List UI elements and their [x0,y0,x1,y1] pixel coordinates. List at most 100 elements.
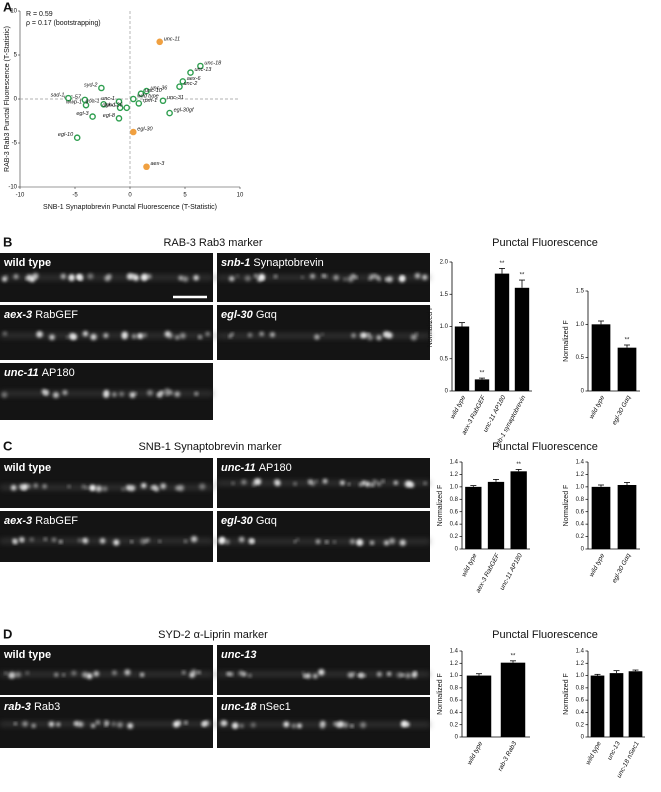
micrograph-label: egl-30 Gαq [221,515,277,527]
punctum [321,332,324,336]
punctum [131,334,137,339]
punctum [31,723,36,728]
punctum [117,722,123,728]
y-tick-label: 0.4 [576,710,585,716]
punctum [386,332,393,339]
punctum [48,721,55,727]
micrograph-bg [217,511,430,562]
punctum [248,673,252,678]
punctum [29,276,36,283]
data-point [129,95,137,103]
data-point [65,94,72,102]
x-tick-label: 10 [237,193,244,199]
y-tick-label: 1.0 [576,322,585,328]
point-label: egl-30gf [174,108,194,114]
significance: ** [625,338,630,344]
data-point [100,100,107,108]
x-tick-label: wild type [588,552,606,578]
punctum [422,274,428,280]
punctum [228,334,232,338]
micrograph: egl-30 Gαq [217,511,430,562]
punctum [140,538,147,545]
punctum [224,539,230,545]
punctum [19,536,25,543]
y-tick-label: 1.2 [450,472,459,478]
punctum [219,537,225,543]
punctum [260,276,265,280]
data-point [98,84,105,92]
punctum [229,276,235,282]
punctum [145,538,150,543]
punctum [119,391,124,397]
micrograph-label: unc-11 AP180 [221,462,292,474]
punctum [239,723,244,728]
punctum [158,540,162,543]
point-label: unc-13 [195,67,213,73]
punctum [82,331,89,337]
x-tick-label: unc-13 [606,740,622,761]
gene-name: unc-11 [221,462,256,474]
punctum [141,482,147,489]
punctum [178,275,184,281]
punctum [361,480,367,485]
micrograph: aex-3 RabGEF [0,511,213,562]
data-point [179,78,187,85]
punctum [179,332,186,339]
punctum [319,723,326,729]
y-tick-label: 0 [581,735,585,741]
y-tick-label: 5 [14,53,18,59]
y-tick-label: 0.6 [576,698,585,704]
y-tick-label: 0.6 [576,509,585,515]
punctum [22,721,28,727]
punctum [129,392,136,398]
punctum [62,673,66,677]
point-label: unc-2 [184,81,198,87]
punctum [333,274,339,281]
punctum [59,540,63,544]
y-tick-label: 1.4 [576,460,585,466]
y-tick-label: 0.8 [576,685,585,691]
gene-description: Gαq [256,309,277,321]
punctum [273,274,278,279]
punctum [372,479,377,484]
punctum [365,481,371,487]
gene-name: snb-1 [221,257,250,269]
y-tick-label: 0.4 [576,522,585,528]
punctum [376,481,382,487]
y-axis-label: Normalized F [437,673,444,715]
y-tick-label: -10 [8,185,17,191]
punctum [335,722,341,728]
punctum [399,539,406,546]
punctum [314,334,320,340]
micrograph-bg [217,305,430,360]
micrograph-label: aex-3 RabGEF [4,515,78,527]
punctum [8,672,15,679]
punctum [52,392,59,398]
y-tick-label: 0 [581,389,585,395]
punctum [52,537,56,542]
punctum [2,276,8,282]
punctum [44,390,49,394]
y-tick-label: 0 [455,547,459,553]
x-axis-label: SNB-1 Synaptobrevin Punctal Fluorescence… [43,204,217,211]
punctum [357,539,363,546]
x-tick-label: wild type [466,740,484,766]
punctum [231,481,235,485]
significance: ** [500,261,505,267]
point-label: unc-11 [164,36,180,42]
gene-description: Synaptobrevin [253,257,323,269]
punctum [168,390,173,395]
punctum [73,720,80,727]
y-tick-label: 0.8 [450,497,459,503]
gene-description: RabGEF [35,309,78,321]
y-axis-label: RAB-3 Rab3 Punctal Fluorescence (T-Stati… [4,26,11,172]
punctum [86,673,93,679]
micrograph-label: snb-1 Synaptobrevin [221,257,324,269]
data-point [166,109,173,117]
axon-glow [0,672,213,677]
punctum [131,485,136,490]
y-tick-label: 1.5 [576,289,585,295]
y-tick-label: 0.5 [440,356,449,362]
micrograph-label: wild type [3,462,51,474]
